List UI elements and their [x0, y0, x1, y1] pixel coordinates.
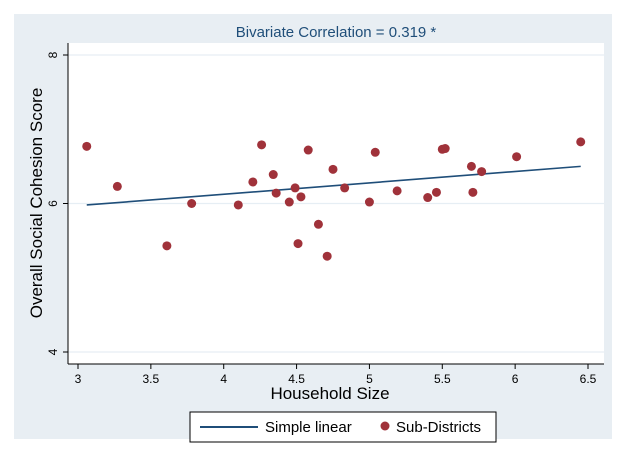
fit-line	[86, 165, 581, 206]
data-series	[82, 137, 586, 261]
x-tick-label: 3.5	[143, 372, 160, 386]
x-tick-label: 5.5	[434, 372, 451, 386]
x-tick-label: 4	[220, 372, 227, 386]
data-point	[162, 241, 172, 251]
data-point	[370, 147, 380, 157]
data-point	[233, 200, 243, 210]
data-point	[364, 197, 374, 207]
grid-lines	[68, 54, 604, 353]
data-point	[271, 188, 281, 198]
data-point	[257, 140, 267, 150]
data-point	[293, 239, 303, 249]
data-point	[303, 145, 313, 155]
data-point	[576, 137, 586, 147]
y-axis-label: Overall Social Cohesion Score	[27, 88, 46, 319]
data-point	[431, 187, 441, 197]
y-tick-label: 6	[46, 200, 60, 207]
data-point	[423, 193, 433, 203]
y-axis-ticks: 4 6 8	[46, 51, 68, 355]
legend-marker-swatch	[380, 421, 390, 431]
data-point	[477, 167, 487, 177]
x-axis-ticks: 3 3.5 4 4.5 5 5.5 6 6.5	[75, 364, 597, 386]
x-tick-label: 4.5	[288, 372, 305, 386]
data-point	[248, 177, 258, 187]
x-tick-label: 3	[75, 372, 82, 386]
x-axis-label: Household Size	[270, 384, 389, 403]
x-tick-label: 6	[512, 372, 519, 386]
data-point	[512, 152, 522, 162]
data-point	[268, 170, 278, 180]
data-point	[468, 187, 478, 197]
data-point	[340, 183, 350, 193]
data-point	[296, 192, 306, 202]
data-point	[466, 161, 476, 171]
x-tick-label: 5	[366, 372, 373, 386]
data-point	[392, 186, 402, 196]
data-point	[187, 199, 197, 208]
data-point	[112, 181, 122, 191]
legend-label-sub-districts: Sub-Districts	[396, 419, 481, 436]
legend-label-simple-linear: Simple linear	[265, 419, 352, 436]
data-point	[284, 197, 294, 207]
data-point	[322, 251, 332, 261]
data-point	[328, 164, 338, 174]
data-point	[440, 144, 450, 154]
data-point	[313, 219, 323, 229]
chart-title: Bivariate Correlation = 0.319 *	[236, 24, 437, 41]
y-tick-label: 8	[46, 51, 60, 58]
data-point	[82, 141, 92, 151]
x-tick-label: 6.5	[580, 372, 597, 386]
data-point	[290, 183, 300, 193]
legend: Simple linear Sub-Districts	[189, 411, 497, 443]
y-tick-label: 4	[46, 348, 60, 355]
